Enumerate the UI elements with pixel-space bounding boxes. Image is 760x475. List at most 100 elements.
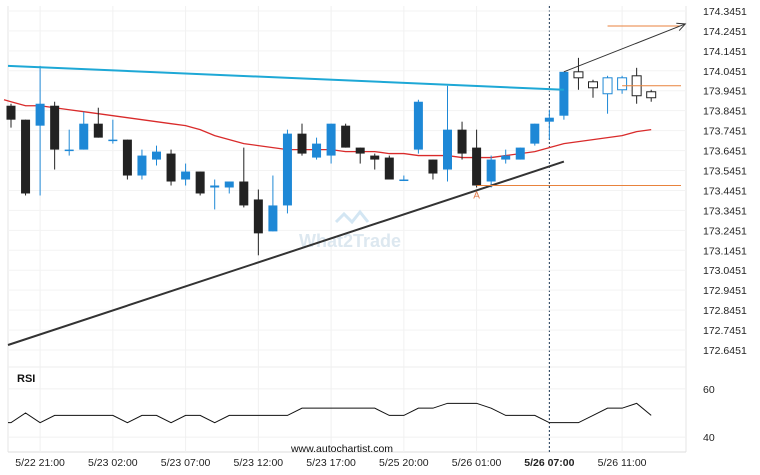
candle-series xyxy=(6,57,657,256)
candle-body xyxy=(282,133,292,206)
rsi-label: RSI xyxy=(17,373,35,385)
price-tick-label: 174.1451 xyxy=(703,46,747,58)
candle-body xyxy=(573,71,584,79)
moving-average-series xyxy=(3,99,652,159)
price-tick-label: 172.6451 xyxy=(703,345,747,357)
candle-body xyxy=(35,103,45,126)
candle-body xyxy=(137,155,147,176)
candle-body xyxy=(515,147,525,160)
price-tick-label: 173.2451 xyxy=(703,225,747,237)
candle xyxy=(646,89,657,102)
time-tick-label: 5/23 02:00 xyxy=(88,457,138,469)
time-axis: 5/22 21:00 5/23 02:00 5/23 07:00 5/23 12:00… xyxy=(15,457,646,469)
candle xyxy=(282,129,292,214)
rsi-tick-label: 40 xyxy=(703,432,715,444)
time-tick-label: 5/22 21:00 xyxy=(15,457,65,469)
candle-body xyxy=(472,147,482,186)
candle xyxy=(239,147,249,208)
time-tick-label: 5/23 12:00 xyxy=(234,457,284,469)
candle xyxy=(573,57,584,90)
rsi-line xyxy=(8,402,652,424)
candle xyxy=(486,155,496,188)
candle xyxy=(399,175,409,182)
candle xyxy=(326,123,336,164)
resistance-trendline xyxy=(7,64,564,91)
candle xyxy=(224,181,234,194)
pattern-point-label: A xyxy=(473,190,480,201)
candle xyxy=(35,65,45,196)
moving-average-line xyxy=(3,99,652,159)
watermark-text: What2Trade xyxy=(299,231,401,251)
candle-body xyxy=(181,171,191,180)
candle-body xyxy=(588,81,598,89)
watermark-logo-icon xyxy=(334,209,370,225)
candle-body xyxy=(602,77,613,95)
candle xyxy=(617,75,628,94)
candle xyxy=(312,137,322,160)
pattern-overlays: A xyxy=(7,22,687,346)
candle xyxy=(64,129,74,156)
candle-body xyxy=(224,181,234,188)
price-tick-label: 173.4451 xyxy=(703,185,747,197)
source-label: www.autochartist.com xyxy=(290,443,393,455)
candle xyxy=(210,179,220,210)
price-tick-label: 173.7451 xyxy=(703,126,747,138)
candle xyxy=(152,145,161,166)
time-tick-label: 5/23 07:00 xyxy=(161,457,211,469)
candle-body xyxy=(413,101,423,150)
candle-body xyxy=(341,125,351,148)
support-trendline xyxy=(7,160,565,346)
candle-body xyxy=(50,105,60,150)
candle xyxy=(515,147,525,160)
candle-body xyxy=(559,71,569,116)
candle-body xyxy=(457,129,467,154)
candle-body xyxy=(6,105,16,120)
candle xyxy=(602,75,613,114)
candle-body xyxy=(297,133,307,154)
candle-body xyxy=(79,123,89,150)
candle xyxy=(195,171,205,196)
price-tick-label: 174.0451 xyxy=(703,66,747,78)
projection-arrow-head-icon xyxy=(676,22,687,31)
candle-body xyxy=(355,147,365,154)
time-tick-label: 5/23 17:00 xyxy=(306,457,356,469)
price-tick-label: 172.9451 xyxy=(703,285,747,297)
price-tick-label: 174.3451 xyxy=(703,6,747,18)
rsi-tick-label: 60 xyxy=(703,384,715,396)
time-tick-label: 5/25 20:00 xyxy=(379,457,429,469)
price-tick-label: 173.9451 xyxy=(703,86,747,98)
candle xyxy=(588,79,598,98)
candle-body xyxy=(530,123,540,144)
candle xyxy=(6,103,16,128)
price-tick-label: 172.8451 xyxy=(703,305,747,317)
price-tick-label: 173.3451 xyxy=(703,205,747,217)
candle xyxy=(166,149,176,186)
projection-arrow-line xyxy=(563,23,686,73)
candle xyxy=(413,99,423,154)
candle-body xyxy=(544,117,554,122)
candle-body xyxy=(64,149,74,152)
candle xyxy=(457,121,467,160)
candle-body xyxy=(443,129,452,170)
price-tick-label: 173.5451 xyxy=(703,166,747,178)
candle xyxy=(108,119,118,144)
candle-body xyxy=(384,157,394,180)
candle xyxy=(428,159,438,180)
time-tick-label: 5/26 07:00 xyxy=(524,457,574,469)
watermark: What2Trade xyxy=(299,209,401,251)
price-tick-label: 173.6451 xyxy=(703,146,747,158)
candle xyxy=(21,119,31,196)
candle-body xyxy=(399,179,409,182)
candle xyxy=(530,123,540,146)
candle-body xyxy=(239,181,249,206)
candle xyxy=(253,189,263,256)
grid xyxy=(7,6,687,453)
candle-body xyxy=(501,155,511,160)
candle-body xyxy=(152,151,161,160)
candle-body xyxy=(166,153,176,182)
candle xyxy=(384,155,394,180)
candle xyxy=(370,153,380,170)
candle xyxy=(137,149,147,180)
candle-body xyxy=(195,171,205,194)
